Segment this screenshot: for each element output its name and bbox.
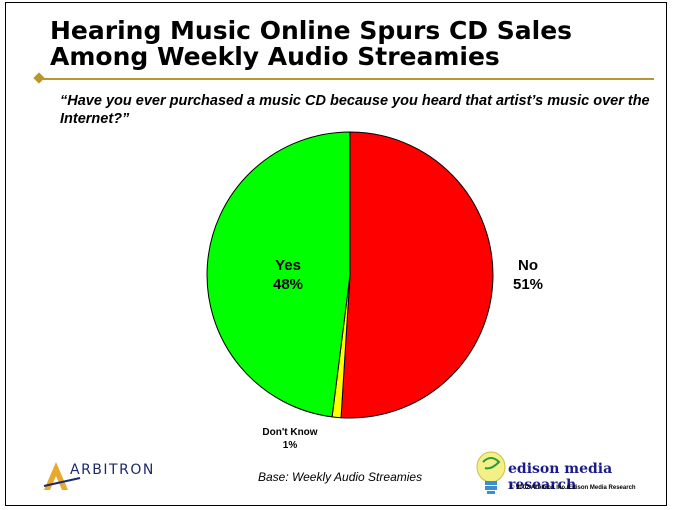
arbitron-logo-text: ARBITRON [70, 462, 155, 478]
title-rule [40, 78, 654, 80]
pie-slice-yes [206, 131, 351, 418]
slice-label-dont-know-name: Don't Know [262, 427, 318, 438]
slice-label-no: No 51% [498, 256, 558, 294]
base-footnote: Base: Weekly Audio Streamies [258, 470, 423, 484]
survey-question: “Have you ever purchased a music CD beca… [60, 93, 650, 127]
edison-lightbulb-icon [476, 451, 506, 494]
pie-slice-no [340, 131, 494, 419]
slice-label-no-value: 51% [512, 276, 544, 293]
arbitron-logo-icon [43, 462, 81, 490]
edison-logo-text: edison media research [508, 461, 613, 493]
slide-title: Hearing Music Online Spurs CD Sales Amon… [50, 16, 573, 71]
slide-frame [5, 2, 667, 506]
copyright-notice: © 2002 Arbitron Inc./Edison Media Resear… [510, 485, 636, 491]
slice-label-yes-name: Yes [275, 257, 301, 274]
slice-label-yes-value: 48% [272, 276, 304, 293]
slice-label-dont-know: Don't Know 1% [252, 426, 328, 452]
slice-label-dont-know-value: 1% [282, 440, 298, 451]
slice-label-no-name: No [518, 257, 538, 274]
slice-label-yes: Yes 48% [258, 256, 318, 294]
